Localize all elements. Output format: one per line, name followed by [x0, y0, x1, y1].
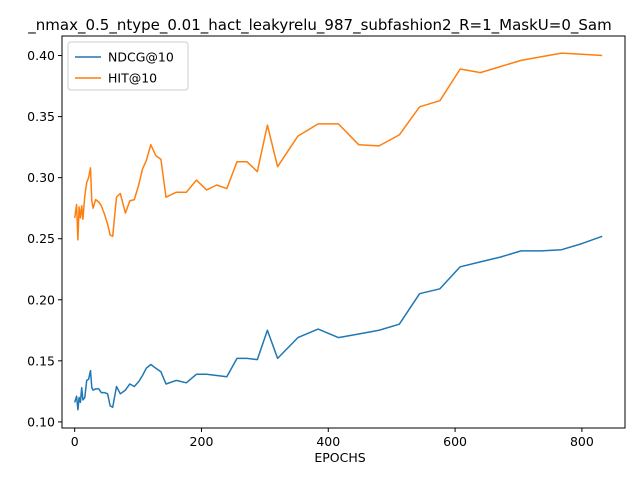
y-tick-label: 0.40 [27, 48, 55, 63]
plot-frame [61, 35, 626, 429]
x-tick-label: 200 [190, 434, 214, 449]
series-group [73, 52, 603, 411]
x-tick-label: 0 [71, 434, 79, 449]
plot-area [62, 36, 625, 428]
axes-group: 0 200 400 600 800 0.10 0.15 0.20 0.25 0.30 0.35 0.4… [27, 48, 594, 449]
x-tick-label: 600 [443, 434, 467, 449]
legend-label: NDCG@10 [108, 50, 174, 65]
y-tick-label: 0.15 [27, 353, 55, 368]
legend-label: HIT@10 [108, 71, 157, 86]
x-tick-label: 400 [316, 434, 340, 449]
y-tick-label: 0.35 [27, 109, 55, 124]
y-tick-label: 0.10 [27, 414, 55, 429]
x-axis-label: EPOCHS [314, 450, 365, 465]
series-line-ndcg-10 [73, 235, 603, 411]
chart-title: _nmax_0.5_ntype_0.01_hact_leakyrelu_987_… [27, 16, 611, 35]
legend: NDCG@10 HIT@10 [67, 41, 189, 91]
x-tick-label: 800 [570, 434, 594, 449]
y-tick-label: 0.20 [27, 292, 55, 307]
series-line-hit-10 [73, 52, 603, 241]
y-tick-label: 0.25 [27, 231, 55, 246]
y-tick-label: 0.30 [27, 170, 55, 185]
